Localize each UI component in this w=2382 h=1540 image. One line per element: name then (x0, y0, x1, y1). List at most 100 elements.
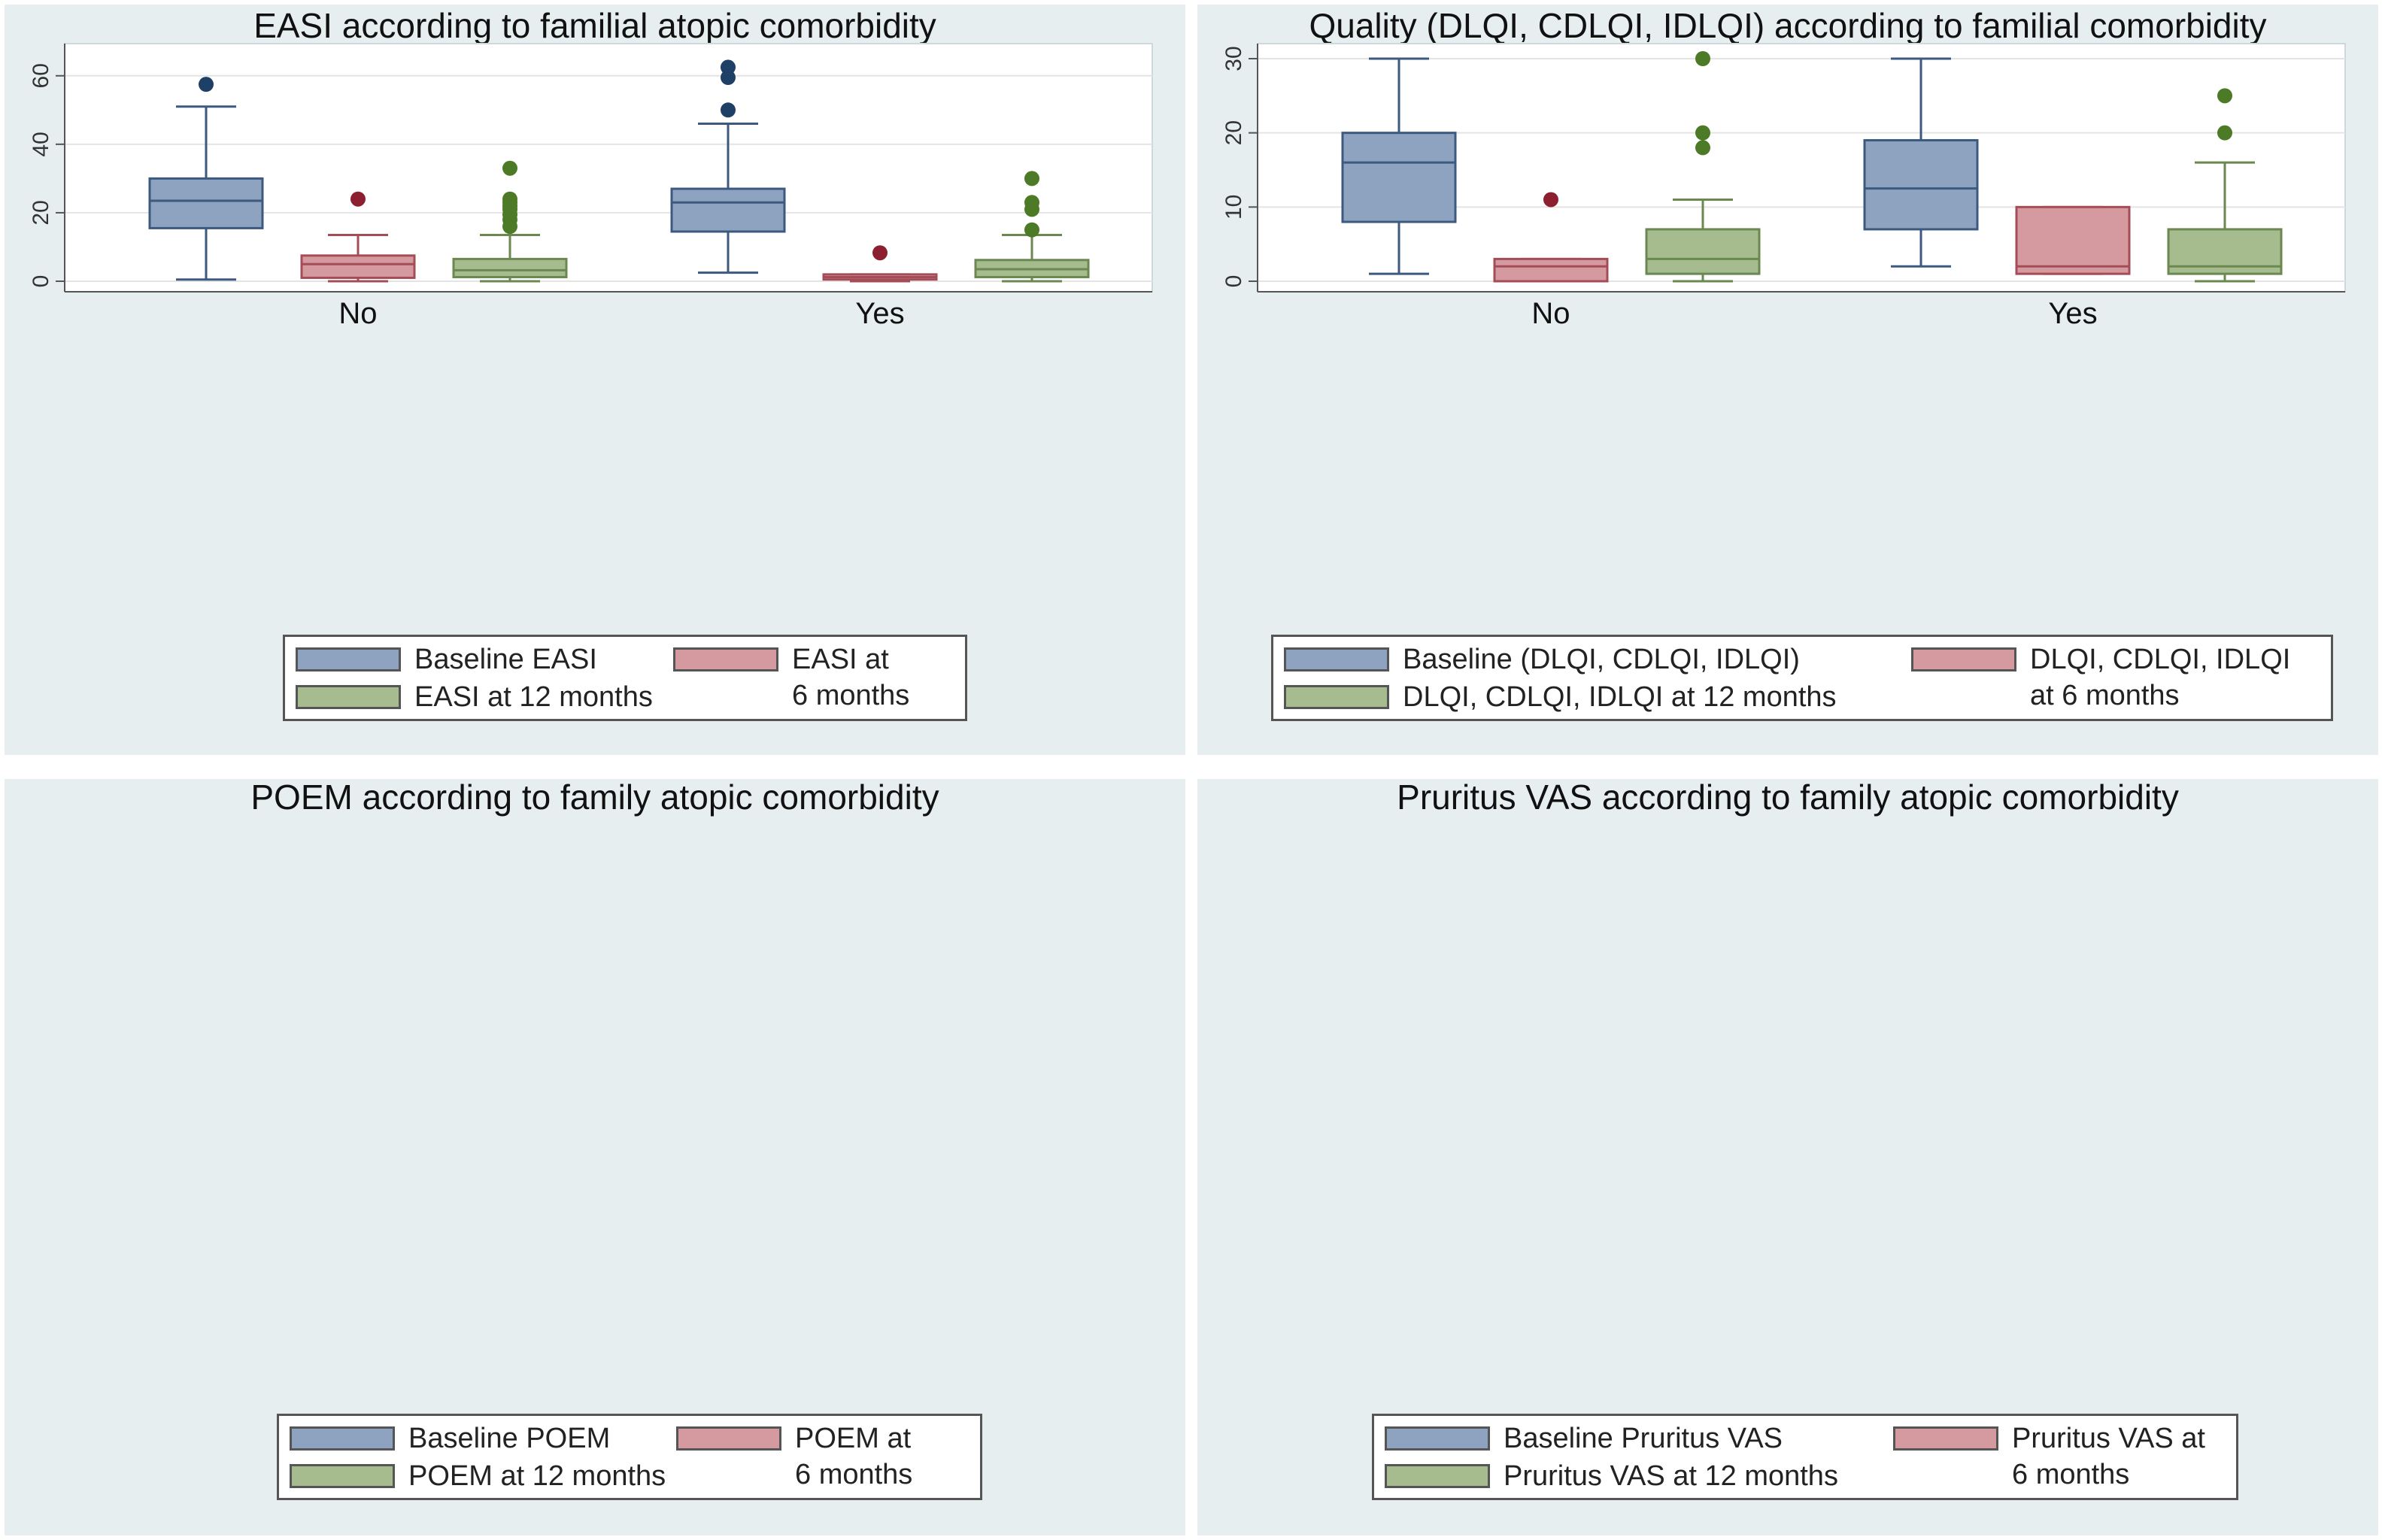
legend-label-12-months: DLQI, CDLQI, IDLQI at 12 months (1403, 681, 1837, 713)
legend-item-12-months: EASI at 12 months (296, 679, 653, 715)
legend-item-6-months: Pruritus VAS at 6 months (1893, 1420, 2205, 1493)
legend-label-12-months: POEM at 12 months (408, 1460, 666, 1492)
outlier-point (350, 191, 366, 207)
box-iqr (1493, 257, 1609, 283)
legend-swatch-12-months (1385, 1464, 1490, 1488)
outlier-point (872, 245, 888, 261)
outlier-point (199, 77, 214, 92)
legend-item-6-months: DLQI, CDLQI, IDLQI at 6 months (1911, 641, 2290, 714)
poem-box-plot: POEM according to family atopic comorbid… (250, 779, 939, 817)
chart-title: POEM according to family atopic comorbid… (250, 779, 939, 817)
y-tick-label: 20 (1221, 120, 1246, 145)
legend-swatch-6-months (1911, 647, 2016, 671)
legend-item-baseline: Baseline Pruritus VAS (1385, 1420, 1783, 1457)
box-m12-yes (2167, 88, 2283, 283)
box-baseline-no (148, 77, 264, 281)
legend-swatch-12-months (296, 685, 401, 709)
legend-swatch-baseline (1284, 647, 1389, 671)
box-m6-yes (2015, 205, 2131, 275)
category-label: No (338, 297, 377, 330)
pruritus-chart-panel: Pruritus VAS according to family atopic … (1197, 779, 2378, 1535)
legend-item-6-months: EASI at 6 months (673, 641, 909, 714)
outlier-point (2217, 125, 2232, 141)
y-tick-label: 0 (1221, 275, 1246, 288)
box-m12-no (1645, 51, 1761, 283)
legend-item-12-months: Pruritus VAS at 12 months (1385, 1458, 1838, 1494)
outlier-point (1695, 51, 1710, 66)
legend-item-12-months: DLQI, CDLQI, IDLQI at 12 months (1284, 679, 1837, 715)
legend-item-baseline: Baseline EASI (296, 641, 597, 678)
poem-legend: Baseline POEM POEM at 6 months POEM at 1… (277, 1414, 982, 1500)
legend-item-baseline: Baseline POEM (290, 1420, 610, 1457)
legend-swatch-6-months (676, 1426, 781, 1451)
box-iqr (670, 187, 786, 233)
outlier-point (1695, 125, 1710, 141)
box-iqr (1341, 132, 1457, 223)
legend-item-baseline: Baseline (DLQI, CDLQI, IDLQI) (1284, 641, 1800, 678)
legend-swatch-baseline (296, 647, 401, 671)
box-baseline-yes (670, 59, 786, 274)
category-label: Yes (2048, 297, 2097, 330)
legend-label-6-months: DLQI, CDLQI, IDLQI at 6 months (2030, 644, 2291, 711)
outlier-point (502, 191, 517, 207)
y-tick-label: 10 (1221, 195, 1246, 220)
legend-swatch-12-months (290, 1464, 395, 1488)
pruritus-box-plot: Pruritus VAS according to family atopic … (1397, 779, 2179, 817)
quality-chart-panel: Quality (DLQI, CDLQI, IDLQI) according t… (1197, 5, 2378, 755)
easi-chart-panel: EASI according to familial atopic comorb… (5, 5, 1185, 755)
easi-legend: Baseline EASI EASI at 6 months EASI at 1… (283, 635, 967, 721)
legend-label-baseline: Baseline (DLQI, CDLQI, IDLQI) (1403, 644, 1800, 675)
legend-label-6-months: Pruritus VAS at 6 months (2012, 1423, 2205, 1490)
quality-box-plot: Quality (DLQI, CDLQI, IDLQI) according t… (1221, 6, 2346, 330)
outlier-point (1024, 195, 1039, 211)
outlier-point (1024, 222, 1039, 238)
box-iqr (1863, 139, 1979, 231)
legend-label-6-months: EASI at 6 months (792, 644, 910, 711)
legend-item-12-months: POEM at 12 months (290, 1458, 666, 1494)
quality-legend: Baseline (DLQI, CDLQI, IDLQI) DLQI, CDLQ… (1271, 635, 2333, 721)
box-baseline-yes (1863, 57, 1979, 268)
outlier-point (721, 59, 736, 75)
box-m6-yes (822, 245, 938, 283)
box-m6-no (300, 191, 416, 283)
outlier-point (721, 70, 736, 86)
box-iqr (1645, 228, 1761, 275)
box-m12-no (452, 160, 568, 283)
legend-swatch-baseline (1385, 1426, 1490, 1451)
legend-label-6-months: POEM at 6 months (795, 1423, 913, 1490)
legend-swatch-6-months (673, 647, 778, 671)
outlier-point (1543, 192, 1558, 208)
category-label: No (1531, 297, 1570, 330)
outlier-point (502, 160, 517, 176)
y-tick-label: 0 (29, 275, 53, 288)
legend-label-baseline: Baseline POEM (408, 1423, 611, 1454)
box-m6-no (1493, 192, 1609, 283)
legend-swatch-6-months (1893, 1426, 1998, 1451)
outlier-point (1695, 140, 1710, 156)
legend-item-6-months: POEM at 6 months (676, 1420, 912, 1493)
box-m12-yes (974, 171, 1090, 283)
legend-swatch-baseline (290, 1426, 395, 1451)
pruritus-legend: Baseline Pruritus VAS Pruritus VAS at 6 … (1372, 1414, 2238, 1500)
box-iqr (148, 177, 264, 229)
chart-title: EASI according to familial atopic comorb… (253, 6, 936, 45)
legend-label-12-months: EASI at 12 months (414, 681, 653, 713)
y-tick-label: 60 (29, 63, 53, 88)
box-iqr (300, 254, 416, 279)
y-tick-label: 40 (29, 132, 53, 156)
y-tick-label: 30 (1221, 46, 1246, 71)
outlier-point (1024, 171, 1039, 186)
chart-title: Pruritus VAS according to family atopic … (1397, 779, 2179, 817)
easi-box-plot: EASI according to familial atopic comorb… (29, 6, 1153, 330)
category-label: Yes (855, 297, 904, 330)
outlier-point (721, 102, 736, 118)
legend-label-12-months: Pruritus VAS at 12 months (1504, 1460, 1838, 1492)
y-tick-label: 20 (29, 200, 53, 225)
legend-label-baseline: Baseline Pruritus VAS (1504, 1423, 1783, 1454)
poem-chart-panel: POEM according to family atopic comorbid… (5, 779, 1185, 1535)
legend-label-baseline: Baseline EASI (414, 644, 597, 675)
box-baseline-no (1341, 57, 1457, 275)
outlier-point (2217, 88, 2232, 104)
legend-swatch-12-months (1284, 685, 1389, 709)
plot-area (64, 43, 1153, 293)
